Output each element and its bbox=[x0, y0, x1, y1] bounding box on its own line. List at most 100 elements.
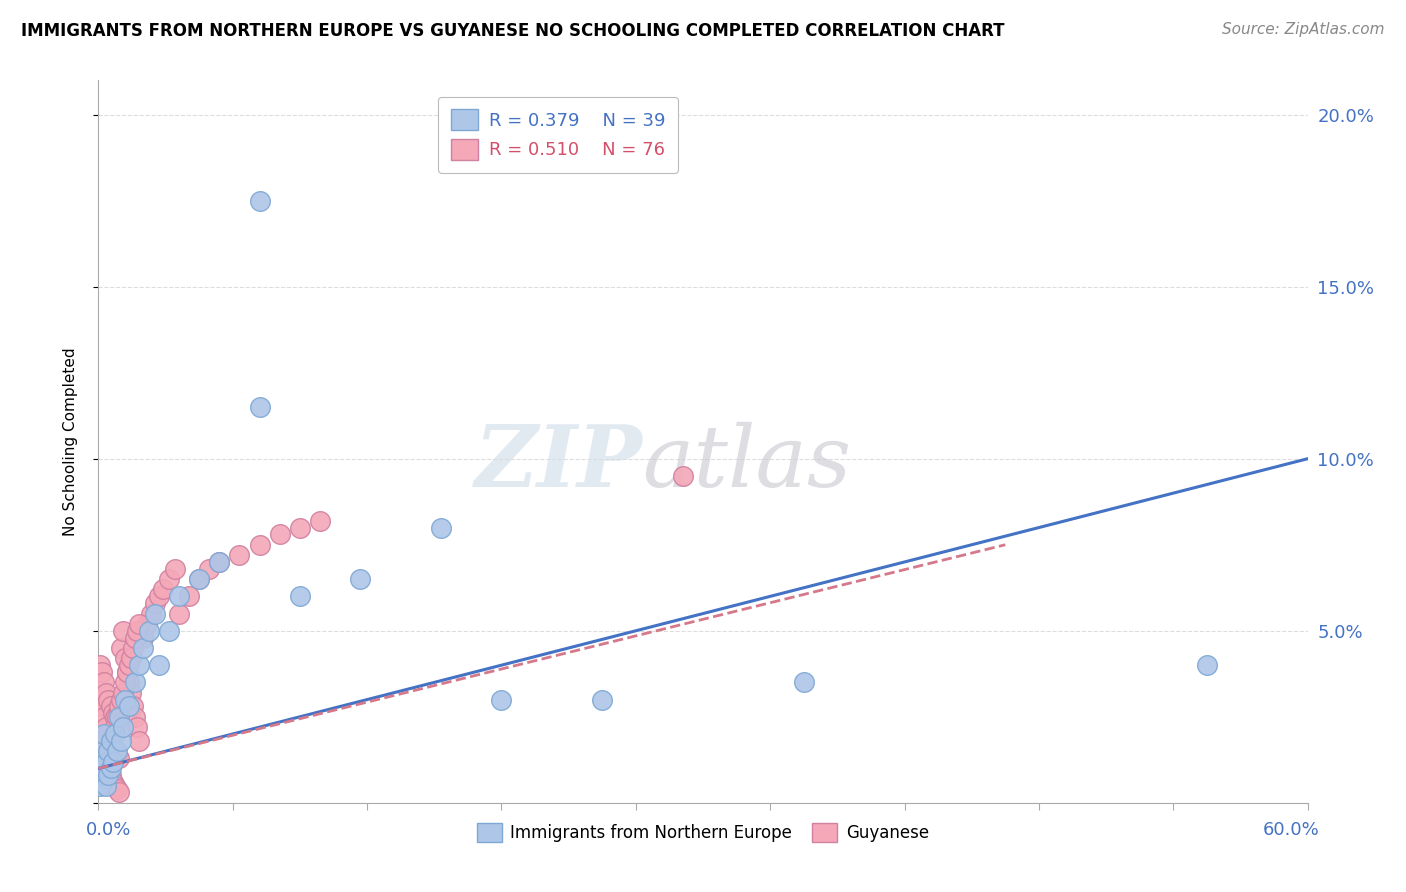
Point bbox=[148, 590, 170, 604]
Point bbox=[100, 734, 122, 748]
Point bbox=[111, 624, 134, 638]
Point bbox=[110, 734, 132, 748]
Point bbox=[93, 710, 115, 724]
Point bbox=[157, 572, 180, 586]
Y-axis label: No Schooling Completed: No Schooling Completed bbox=[63, 347, 77, 536]
Point bbox=[91, 768, 114, 782]
Point bbox=[163, 562, 186, 576]
Point bbox=[100, 768, 122, 782]
Point bbox=[114, 675, 136, 690]
Point bbox=[105, 747, 128, 762]
Point bbox=[93, 761, 115, 775]
Point bbox=[228, 548, 250, 562]
Point bbox=[103, 744, 125, 758]
Point bbox=[91, 734, 114, 748]
Point bbox=[96, 755, 118, 769]
Point bbox=[96, 755, 118, 769]
Point bbox=[110, 692, 132, 706]
Point bbox=[269, 527, 291, 541]
Point bbox=[143, 596, 166, 610]
Text: 60.0%: 60.0% bbox=[1263, 822, 1320, 839]
Point bbox=[115, 665, 138, 679]
Point bbox=[198, 562, 221, 576]
Text: atlas: atlas bbox=[643, 422, 852, 505]
Point bbox=[100, 734, 122, 748]
Point bbox=[167, 607, 190, 621]
Point bbox=[249, 538, 271, 552]
Point bbox=[91, 768, 114, 782]
Point bbox=[124, 631, 146, 645]
Point bbox=[100, 699, 122, 714]
Point bbox=[132, 631, 155, 645]
Point bbox=[208, 555, 231, 569]
Point bbox=[110, 640, 132, 655]
Point bbox=[91, 665, 114, 679]
Point bbox=[128, 616, 150, 631]
Point bbox=[179, 590, 201, 604]
Point bbox=[208, 555, 231, 569]
Point bbox=[148, 658, 170, 673]
Point bbox=[672, 469, 695, 483]
Point bbox=[96, 779, 118, 793]
Point bbox=[103, 727, 125, 741]
Point bbox=[128, 658, 150, 673]
Point bbox=[309, 514, 332, 528]
Text: IMMIGRANTS FROM NORTHERN EUROPE VS GUYANESE NO SCHOOLING COMPLETED CORRELATION C: IMMIGRANTS FROM NORTHERN EUROPE VS GUYAN… bbox=[21, 22, 1005, 40]
Point bbox=[121, 699, 143, 714]
Point bbox=[103, 710, 125, 724]
Point bbox=[89, 658, 111, 673]
Point bbox=[89, 779, 111, 793]
Point bbox=[1195, 658, 1218, 673]
Point bbox=[89, 761, 111, 775]
Point bbox=[91, 699, 114, 714]
Point bbox=[103, 720, 125, 734]
Point bbox=[93, 744, 115, 758]
Point bbox=[101, 755, 124, 769]
Point bbox=[100, 734, 122, 748]
Point bbox=[100, 761, 122, 775]
Point bbox=[118, 658, 141, 673]
Point bbox=[101, 727, 124, 741]
Point bbox=[105, 710, 128, 724]
Point bbox=[96, 686, 118, 700]
Point bbox=[188, 572, 211, 586]
Point bbox=[249, 400, 271, 414]
Point bbox=[124, 675, 146, 690]
Point bbox=[188, 572, 211, 586]
Point bbox=[125, 720, 148, 734]
Point bbox=[124, 710, 146, 724]
Point bbox=[152, 582, 174, 597]
Point bbox=[430, 520, 453, 534]
Text: 0.0%: 0.0% bbox=[86, 822, 132, 839]
Text: Source: ZipAtlas.com: Source: ZipAtlas.com bbox=[1222, 22, 1385, 37]
Point bbox=[93, 727, 115, 741]
Point bbox=[120, 686, 142, 700]
Point bbox=[89, 692, 111, 706]
Point bbox=[143, 607, 166, 621]
Point bbox=[793, 675, 815, 690]
Point bbox=[96, 720, 118, 734]
Point bbox=[111, 686, 134, 700]
Point bbox=[288, 590, 311, 604]
Point bbox=[288, 520, 311, 534]
Point bbox=[249, 194, 271, 208]
Point bbox=[118, 675, 141, 690]
Point bbox=[138, 624, 160, 638]
Point bbox=[167, 590, 190, 604]
Point bbox=[128, 734, 150, 748]
Point bbox=[135, 616, 157, 631]
Point bbox=[97, 768, 120, 782]
Point bbox=[97, 727, 120, 741]
Point bbox=[105, 782, 128, 797]
Point bbox=[132, 640, 155, 655]
Point bbox=[97, 761, 120, 775]
Legend: Immigrants from Northern Europe, Guyanese: Immigrants from Northern Europe, Guyanes… bbox=[471, 816, 935, 848]
Point bbox=[157, 624, 180, 638]
Point bbox=[93, 761, 115, 775]
Point bbox=[91, 744, 114, 758]
Point bbox=[101, 775, 124, 789]
Point bbox=[491, 692, 513, 706]
Point bbox=[107, 710, 129, 724]
Point bbox=[103, 779, 125, 793]
Point bbox=[349, 572, 371, 586]
